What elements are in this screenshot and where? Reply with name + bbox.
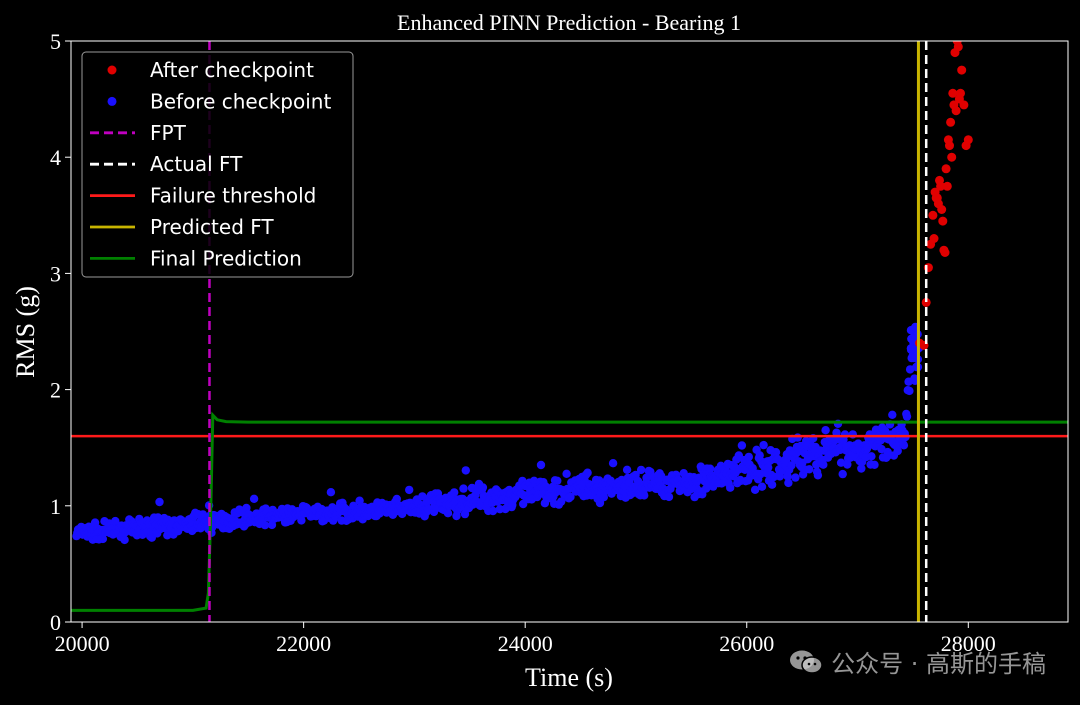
before-checkpoint-point <box>814 471 822 479</box>
before-checkpoint-point <box>888 411 896 419</box>
before-checkpoint-point <box>120 536 128 544</box>
legend-before-checkpoint-marker <box>108 97 117 106</box>
before-checkpoint-point <box>609 459 617 467</box>
before-checkpoint-point <box>805 465 813 473</box>
after-checkpoint-point <box>928 211 937 220</box>
y-tick-label: 3 <box>50 261 61 286</box>
before-checkpoint-point <box>821 426 829 434</box>
before-checkpoint-point <box>870 461 878 469</box>
y-tick-label: 4 <box>50 145 61 170</box>
after-checkpoint-point <box>936 182 945 191</box>
y-tick-label: 5 <box>50 29 61 54</box>
before-checkpoint-point <box>759 441 767 449</box>
after-checkpoint-point <box>945 141 954 150</box>
y-axis-label: RMS (g) <box>11 286 40 378</box>
legend-final-prediction-label: Final Prediction <box>150 246 302 270</box>
before-checkpoint-point <box>637 466 645 474</box>
before-checkpoint-point <box>444 509 452 517</box>
before-checkpoint-point <box>794 433 802 441</box>
y-tick-label: 0 <box>50 610 61 635</box>
after-checkpoint-point <box>938 217 947 226</box>
before-checkpoint-point <box>768 481 776 489</box>
x-tick-label: 24000 <box>498 631 553 656</box>
before-checkpoint-point <box>706 465 714 473</box>
chart-title: Enhanced PINN Prediction - Bearing 1 <box>397 10 741 35</box>
after-checkpoint-point <box>956 89 965 98</box>
after-checkpoint-point <box>954 42 963 51</box>
before-checkpoint-point <box>849 430 857 438</box>
legend-before-checkpoint-label: Before checkpoint <box>150 89 331 113</box>
before-checkpoint-point <box>867 452 875 460</box>
chart-canvas: 20000 22000 24000 26000 28000012345 Enhanced… <box>0 0 1080 705</box>
before-checkpoint-point <box>537 461 545 469</box>
legend-fpt-label: FPT <box>150 121 187 145</box>
after-checkpoint-point <box>942 164 951 173</box>
before-checkpoint-point <box>894 447 902 455</box>
before-checkpoint-point <box>462 466 470 474</box>
before-checkpoint-point <box>553 477 561 485</box>
before-checkpoint-point <box>772 448 780 456</box>
before-checkpoint-point <box>905 387 913 395</box>
after-checkpoint-point <box>941 248 950 257</box>
before-checkpoint-point <box>250 495 258 503</box>
after-checkpoint-point <box>947 153 956 162</box>
before-checkpoint-point <box>900 441 908 449</box>
before-checkpoint-point <box>327 488 335 496</box>
watermark-text: 公众号 · 高斯的手稿 <box>831 644 1046 679</box>
before-checkpoint-point <box>784 479 792 487</box>
legend-after-checkpoint-marker <box>108 66 117 75</box>
before-checkpoint-point <box>819 461 827 469</box>
after-checkpoint-point <box>959 100 968 109</box>
before-checkpoint-point <box>623 466 631 474</box>
before-checkpoint-point <box>791 473 799 481</box>
before-checkpoint-point <box>726 484 734 492</box>
before-checkpoint-point <box>908 344 916 352</box>
y-tick-label: 2 <box>50 378 61 403</box>
legend-actual-ft-label: Actual FT <box>150 152 243 176</box>
x-tick-label: 22000 <box>276 631 331 656</box>
legend: After checkpoint Before checkpoint FPT Actu… <box>82 52 353 277</box>
before-checkpoint-point <box>758 483 766 491</box>
after-checkpoint-point <box>957 66 966 75</box>
y-tick-label: 1 <box>50 494 61 519</box>
after-checkpoint-point <box>930 234 939 243</box>
before-checkpoint-point <box>903 412 911 420</box>
before-checkpoint-point <box>459 484 467 492</box>
x-tick-label: 26000 <box>719 631 774 656</box>
before-checkpoint-point <box>562 470 570 478</box>
legend-predicted-ft-label: Predicted FT <box>150 215 274 239</box>
before-checkpoint-point <box>405 486 413 494</box>
before-checkpoint-point <box>738 441 746 449</box>
watermark: 公众号 · 高斯的手稿 <box>789 644 1046 679</box>
before-checkpoint-point <box>583 469 591 477</box>
before-checkpoint-point <box>155 498 163 506</box>
before-checkpoint-point <box>841 430 849 438</box>
before-checkpoint-point <box>479 483 487 491</box>
before-checkpoint-point <box>640 491 648 499</box>
before-checkpoint-point <box>745 453 753 461</box>
after-checkpoint-point <box>946 118 955 127</box>
after-checkpoint-point <box>964 135 973 144</box>
before-checkpoint-point <box>450 488 458 496</box>
wechat-icon <box>789 649 823 675</box>
before-checkpoint-point <box>839 470 847 478</box>
after-checkpoint-point <box>949 100 958 109</box>
after-checkpoint-point <box>932 193 941 202</box>
legend-after-checkpoint-label: After checkpoint <box>150 58 314 82</box>
x-axis-label: Time (s) <box>525 663 613 692</box>
legend-failure-threshold-label: Failure threshold <box>150 184 316 208</box>
x-tick-label: 20000 <box>55 631 110 656</box>
before-checkpoint-point <box>665 493 673 501</box>
